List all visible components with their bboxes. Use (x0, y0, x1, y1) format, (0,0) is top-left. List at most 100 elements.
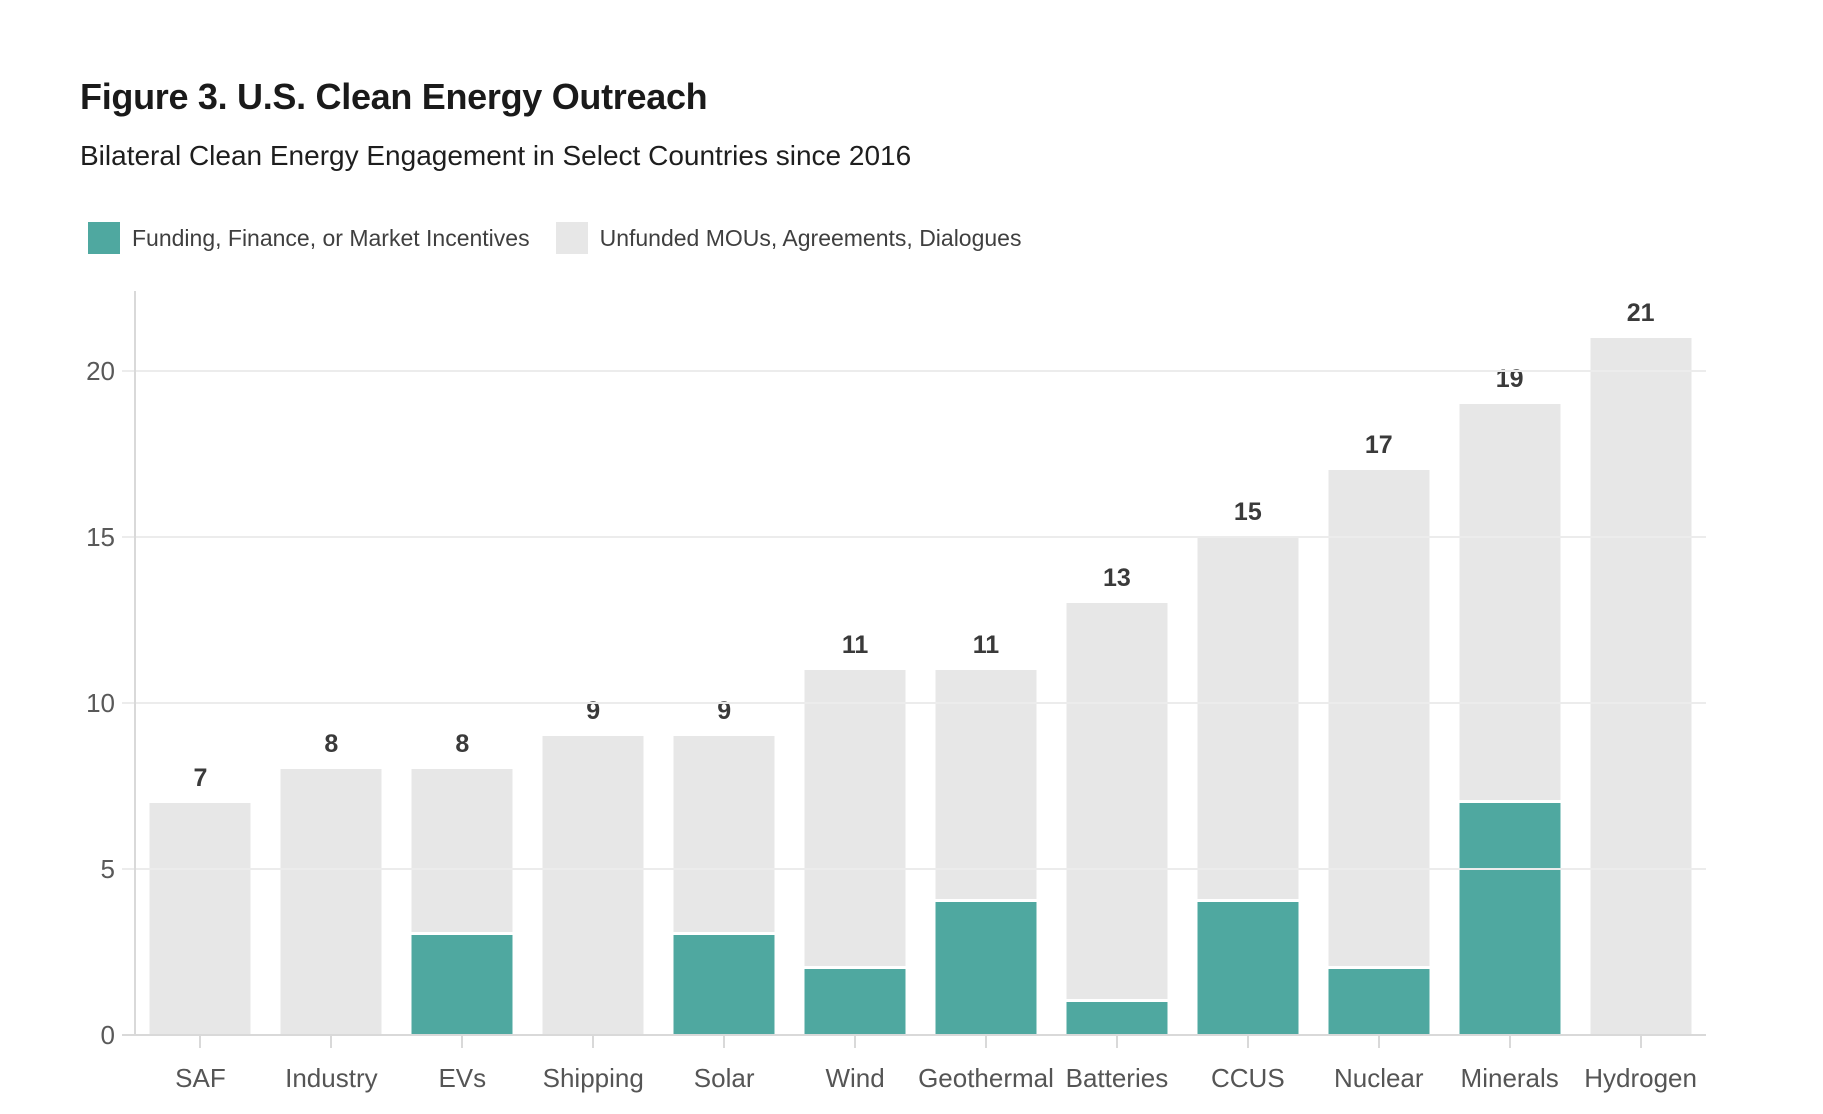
legend-label-unfunded: Unfunded MOUs, Agreements, Dialogues (599, 224, 1022, 251)
bar-wind (804, 669, 906, 1035)
x-axis-label-minerals: Minerals (1460, 1063, 1559, 1093)
gridline-5 (122, 867, 1706, 870)
bar-shipping (542, 736, 644, 1035)
bar-geothermal (935, 669, 1037, 1035)
bar-slot-nuclear: 17 Nuclear (1313, 291, 1444, 1093)
figure-subtitle: Bilateral Clean Energy Engagement in Sel… (80, 140, 912, 171)
y-axis-label-20: 20 (86, 355, 115, 386)
gridline-20 (122, 369, 1706, 372)
x-axis-label-industry: Industry (285, 1063, 378, 1093)
y-axis-label-5: 5 (100, 853, 115, 884)
unfunded-segment (673, 736, 775, 936)
legend-item-funded: Funding, Finance, or Market Incentives (88, 222, 530, 254)
x-axis-label-ccus: CCUS (1210, 1063, 1285, 1093)
x-axis-label-hydrogen: Hydrogen (1584, 1063, 1697, 1093)
x-axis-tick (1115, 1035, 1118, 1048)
x-axis-label-batteries: Batteries (1065, 1063, 1169, 1093)
bar-batteries (1066, 603, 1168, 1035)
bar-slot-ccus: 15 CCUS (1182, 291, 1313, 1093)
y-axis-label-0: 0 (100, 1020, 115, 1050)
x-axis-label-saf: SAF (175, 1063, 226, 1093)
bar-total-label: 17 (1364, 431, 1393, 460)
y-axis-label-15: 15 (86, 521, 115, 552)
bar-total-label: 15 (1233, 497, 1262, 526)
bar-total-label: 11 (972, 630, 1000, 659)
unfunded-segment (1328, 470, 1430, 969)
legend-swatch-unfunded-icon (555, 222, 588, 254)
gridline-10 (122, 701, 1706, 704)
gridline-15 (122, 535, 1706, 538)
x-axis-tick (984, 1035, 987, 1048)
bar-slot-evs: 8 EVs (397, 291, 528, 1093)
x-axis-label-wind: Wind (825, 1063, 885, 1093)
bar-ccus (1197, 536, 1299, 1035)
x-axis-line (122, 1034, 1706, 1036)
x-axis-tick (1639, 1035, 1642, 1048)
x-axis-tick (1246, 1035, 1249, 1048)
figure-title: Figure 3. U.S. Clean Energy Outreach (80, 76, 708, 117)
unfunded-segment (1590, 337, 1692, 1035)
bar-total-label: 9 (586, 697, 601, 726)
x-axis-tick (854, 1035, 857, 1048)
bar-slot-shipping: 9 Shipping (528, 291, 659, 1093)
unfunded-segment (1197, 536, 1299, 903)
bar-total-label: 13 (1103, 564, 1131, 593)
funded-segment (411, 935, 513, 1035)
funded-segment (1328, 968, 1430, 1035)
unfunded-segment (1459, 403, 1561, 803)
bar-slot-wind: 11 Wind (790, 291, 921, 1093)
unfunded-segment (411, 769, 513, 936)
legend-item-unfunded: Unfunded MOUs, Agreements, Dialogues (555, 222, 1022, 254)
bar-total-label: 8 (324, 730, 339, 759)
bar-slot-geothermal: 11 Geothermal (918, 291, 1054, 1093)
bar-slot-saf: 7 SAF (135, 291, 266, 1093)
x-axis-tick (1377, 1035, 1380, 1048)
funded-segment (935, 902, 1037, 1035)
y-axis-label-10: 10 (86, 687, 115, 718)
bar-nuclear (1328, 470, 1430, 1035)
funded-segment (673, 935, 775, 1035)
x-axis-tick (723, 1035, 726, 1048)
bar-saf (149, 802, 251, 1035)
unfunded-segment (149, 802, 251, 1035)
funded-segment (1066, 1001, 1168, 1035)
bar-slots: 7 SAF 8 Industry 8 EVs 9 Shipping 9 Solar 11 Wind 11… (135, 291, 1706, 1093)
legend-swatch-funded-icon (88, 222, 120, 254)
x-axis-tick (592, 1035, 595, 1048)
x-axis-tick (199, 1035, 202, 1048)
bar-total-label: 9 (717, 697, 732, 726)
bar-total-label: 21 (1626, 298, 1655, 327)
bar-minerals (1459, 403, 1561, 1035)
funded-segment (1197, 902, 1299, 1035)
x-axis-tick (1508, 1035, 1511, 1048)
bar-hydrogen (1590, 337, 1692, 1035)
x-axis-label-nuclear: Nuclear (1333, 1063, 1424, 1093)
bar-slot-minerals: 19 Minerals (1444, 291, 1575, 1093)
funded-segment (804, 968, 906, 1035)
bar-slot-solar: 9 Solar (659, 291, 790, 1093)
x-axis-label-shipping: Shipping (542, 1063, 644, 1093)
x-axis-tick (461, 1035, 464, 1048)
unfunded-segment (280, 769, 382, 1035)
x-axis-label-evs: EVs (438, 1063, 487, 1093)
plot-area: 7 SAF 8 Industry 8 EVs 9 Shipping 9 Solar 11 Wind 11… (86, 291, 1706, 1093)
bar-industry (280, 769, 382, 1035)
x-axis-label-solar: Solar (693, 1063, 755, 1093)
x-axis-tick (330, 1035, 333, 1048)
unfunded-segment (1066, 603, 1168, 1002)
legend-label-funded: Funding, Finance, or Market Incentives (132, 224, 530, 251)
bar-total-label: 8 (455, 730, 470, 759)
bar-slot-hydrogen: 21 Hydrogen (1575, 291, 1706, 1093)
funded-segment (1459, 802, 1561, 1035)
bar-slot-industry: 8 Industry (266, 291, 397, 1093)
bar-evs (411, 769, 513, 1035)
bar-solar (673, 736, 775, 1035)
unfunded-segment (542, 736, 644, 1035)
bar-total-label: 7 (193, 763, 208, 792)
bar-slot-batteries: 13 Batteries (1051, 291, 1182, 1093)
unfunded-segment (935, 669, 1037, 903)
legend: Funding, Finance, or Market Incentives U… (88, 222, 1021, 254)
bar-total-label: 11 (841, 630, 869, 659)
unfunded-segment (804, 669, 906, 969)
